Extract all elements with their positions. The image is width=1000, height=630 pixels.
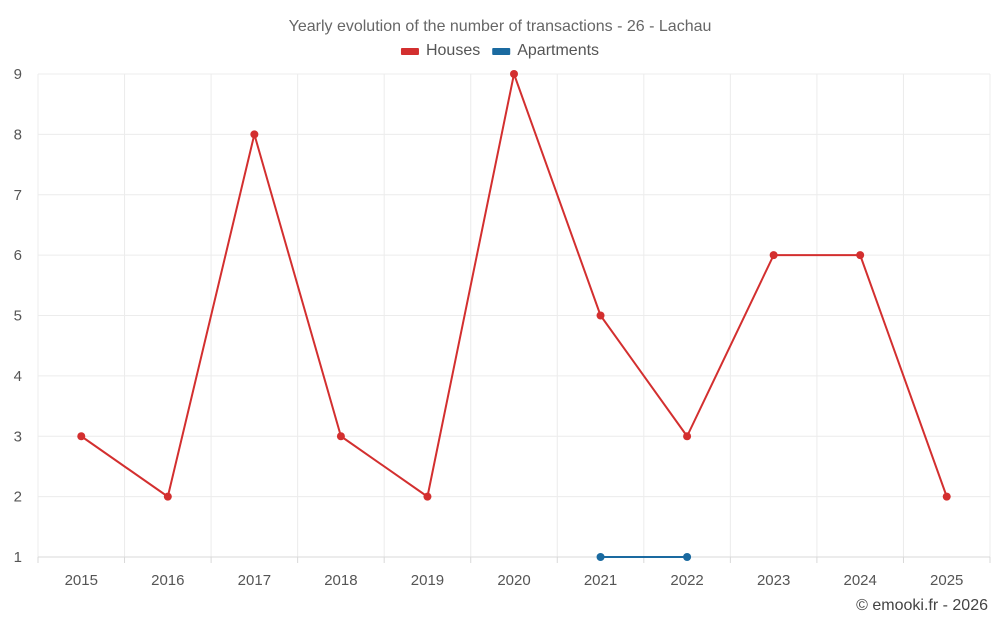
y-tick-label: 1 xyxy=(14,549,22,566)
credit-text: © emooki.fr - 2026 xyxy=(856,597,988,614)
x-tick-label: 2017 xyxy=(238,572,271,589)
y-tick-label: 9 xyxy=(14,66,22,83)
x-tick-label: 2023 xyxy=(757,572,790,589)
legend-item-houses[interactable]: Houses xyxy=(400,42,480,59)
data-point-houses[interactable] xyxy=(683,432,692,441)
x-tick-label: 2021 xyxy=(584,572,617,589)
x-tick-label: 2022 xyxy=(670,572,703,589)
y-tick-label: 4 xyxy=(14,368,22,385)
x-tick-label: 2018 xyxy=(324,572,357,589)
legend-items: Houses Apartments xyxy=(400,42,599,59)
legend-swatch-apartments xyxy=(492,48,511,55)
data-point-houses[interactable] xyxy=(769,251,778,260)
y-tick-label: 6 xyxy=(14,247,22,264)
y-tick-label: 2 xyxy=(14,489,22,506)
data-point-houses[interactable] xyxy=(423,492,432,501)
data-point-apartments[interactable] xyxy=(596,553,605,561)
x-tick-label: 2016 xyxy=(151,572,184,589)
data-point-houses[interactable] xyxy=(856,251,865,260)
x-tick-label: 2025 xyxy=(930,572,963,589)
y-tick-label: 3 xyxy=(14,428,22,445)
y-tick-label: 5 xyxy=(14,308,22,325)
grid-layer xyxy=(37,73,991,557)
data-point-houses[interactable] xyxy=(77,432,86,441)
series-layer xyxy=(77,70,951,561)
data-point-houses[interactable] xyxy=(510,70,518,78)
data-point-houses[interactable] xyxy=(942,492,951,501)
data-point-houses[interactable] xyxy=(163,492,172,501)
axis-layer: 1 2 3 4 5 6 7 8 9 2015 2016 2017 2018 2019 2020 2021 202… xyxy=(14,66,991,589)
legend-swatch-houses xyxy=(400,48,419,55)
chart-title: Yearly evolution of the number of transa… xyxy=(289,18,712,35)
data-point-houses[interactable] xyxy=(336,432,345,441)
data-point-apartments[interactable] xyxy=(683,553,692,561)
data-point-houses[interactable] xyxy=(596,311,605,320)
x-tick-label: 2024 xyxy=(843,572,876,589)
legend-label-apartments: Apartments xyxy=(517,42,599,59)
y-tick-label: 7 xyxy=(14,187,22,204)
x-tick-label: 2015 xyxy=(65,572,98,589)
y-tick-label: 8 xyxy=(14,126,22,143)
legend: Houses Apartments xyxy=(400,42,599,59)
x-tick-label: 2019 xyxy=(411,572,444,589)
x-tick-label: 2020 xyxy=(497,572,530,589)
legend-item-apartments[interactable]: Apartments xyxy=(492,42,599,59)
label-layer: Yearly evolution of the number of transa… xyxy=(289,18,988,614)
legend-label-houses: Houses xyxy=(426,42,480,59)
data-point-houses[interactable] xyxy=(250,130,259,139)
